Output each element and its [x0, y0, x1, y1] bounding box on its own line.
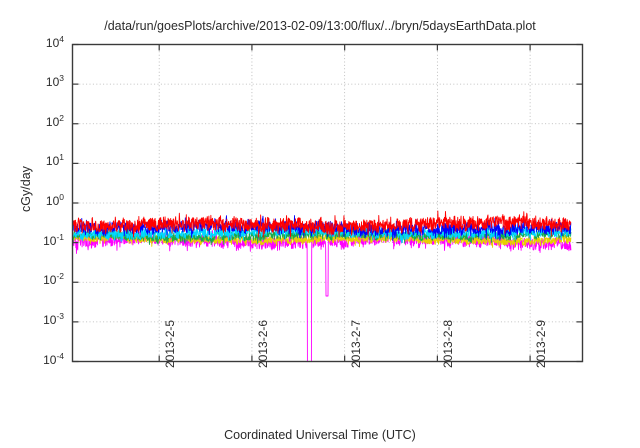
y-tick-mantissa: 10 [45, 154, 60, 169]
y-tick-exponent: 1 [59, 152, 64, 163]
y-tick-mantissa: 10 [43, 352, 57, 367]
series-magenta [72, 225, 572, 362]
y-tick-label: 10-3 [8, 310, 64, 327]
x-axis-label: Coordinated Universal Time (UTC) [224, 428, 416, 442]
y-tick-mantissa: 10 [45, 75, 60, 90]
y-tick-mantissa: 10 [45, 194, 60, 208]
x-tick-label: 2013-2-8 [441, 319, 456, 368]
data-series-group [72, 210, 572, 362]
y-tick-exponent: 4 [59, 33, 64, 44]
y-tick-mantissa: 10 [43, 312, 57, 327]
y-tick-exponent: -3 [56, 310, 64, 321]
axis-frame [71, 43, 584, 363]
y-tick-exponent: 0 [59, 192, 64, 202]
y-tick-mantissa: 10 [45, 35, 60, 50]
y-tick-label: 102 [8, 112, 64, 129]
x-tick-label: 2013-2-6 [255, 319, 270, 368]
y-tick-label: 101 [8, 152, 64, 169]
y-tick-label: 10-1 [8, 231, 64, 248]
x-tick-label: 2013-2-7 [348, 319, 363, 368]
y-tick-mantissa: 10 [43, 273, 57, 288]
y-tick-exponent: -1 [56, 231, 64, 242]
x-tick-label: 2013-2-9 [534, 319, 549, 368]
y-tick-exponent: -4 [56, 350, 64, 361]
series-red [72, 210, 572, 238]
y-tick-label: 104 [8, 33, 64, 50]
y-tick-label: 10-2 [8, 271, 64, 288]
y-tick-mantissa: 10 [45, 114, 60, 129]
y-tick-label: 103 [8, 73, 64, 90]
page-title: /data/run/goesPlots/archive/2013-02-09/1… [104, 19, 536, 33]
y-tick-mantissa: 10 [43, 233, 57, 248]
grid-lines [72, 44, 583, 362]
y-tick-exponent: 3 [59, 73, 64, 84]
x-tick-label: 2013-2-5 [163, 319, 178, 368]
y-tick-label: 10-4 [8, 350, 64, 367]
y-tick-label: 100 [8, 192, 64, 208]
y-tick-exponent: -2 [56, 271, 64, 282]
y-tick-exponent: 2 [59, 112, 64, 123]
